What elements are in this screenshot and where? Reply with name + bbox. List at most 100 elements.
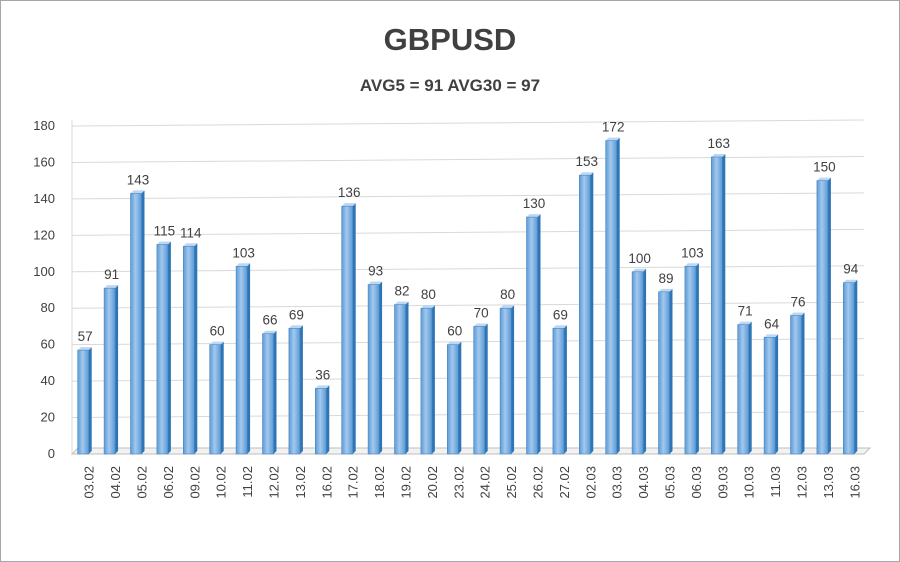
gridline	[71, 374, 865, 382]
x-tick-label: 12.03	[795, 466, 810, 499]
bar-front	[816, 180, 829, 455]
bar-top	[288, 325, 303, 329]
bar	[499, 305, 515, 455]
bar-side	[273, 330, 277, 454]
bar-side	[695, 263, 699, 454]
x-tick-label: 13.03	[821, 466, 836, 499]
x-tick-label: 12.02	[267, 466, 282, 499]
data-label: 80	[500, 287, 515, 302]
x-tick-label: 26.02	[531, 466, 546, 499]
bar-side	[827, 177, 831, 454]
data-label: 69	[289, 307, 304, 322]
bar-top	[209, 341, 224, 345]
bar-front	[631, 271, 644, 455]
bar-top	[156, 241, 171, 245]
bar-front	[658, 291, 670, 455]
bar-top	[658, 288, 673, 292]
x-tick-label: 02.03	[583, 466, 598, 499]
bar-front	[288, 327, 301, 455]
bar-side	[458, 341, 462, 454]
x-tick-label: 03.03	[610, 466, 625, 499]
data-label: 163	[708, 136, 731, 151]
data-label: 66	[262, 313, 277, 328]
bar-top	[130, 190, 145, 194]
bar-side	[616, 137, 620, 455]
data-label: 103	[681, 245, 704, 260]
bar-front	[420, 307, 433, 455]
bar-side	[669, 288, 673, 454]
gridline	[71, 411, 865, 419]
bar-side	[722, 153, 726, 454]
y-tick-label: 20	[41, 410, 55, 425]
bar-front	[314, 388, 327, 455]
chart-title: GBPUSD	[383, 22, 517, 57]
data-label: 82	[394, 284, 409, 299]
bar-front	[130, 193, 142, 455]
bar	[156, 241, 171, 455]
bar-top	[684, 263, 699, 267]
data-label: 93	[368, 264, 383, 279]
x-tick-label: 20.02	[425, 466, 440, 499]
bar-side	[352, 203, 356, 454]
x-tick-label: 16.03	[847, 466, 862, 499]
bar-side	[563, 325, 567, 454]
bar	[763, 334, 779, 455]
bar-side	[801, 312, 805, 454]
bar-side	[299, 325, 303, 454]
x-axis: 03.02 04.02 05.02 06.02 09.02 10.02 11.02 12.02…	[82, 466, 863, 499]
bar-front	[367, 284, 380, 455]
bar	[684, 263, 699, 455]
bar-series	[77, 137, 858, 455]
data-label: 91	[104, 267, 119, 282]
bar-front	[183, 245, 195, 455]
y-tick-label: 100	[33, 264, 55, 279]
data-label: 100	[628, 251, 651, 266]
bar-top	[500, 305, 515, 309]
bar-front	[790, 315, 802, 455]
gridline	[71, 301, 865, 309]
x-tick-label: 09.02	[187, 466, 202, 499]
gridline	[71, 155, 865, 163]
gridline	[71, 119, 865, 127]
bar	[605, 137, 620, 455]
bar	[526, 214, 541, 455]
data-label: 114	[180, 225, 202, 240]
bar-side	[431, 305, 435, 454]
bar-front	[499, 307, 512, 455]
bar	[737, 321, 752, 455]
bar-front	[77, 349, 89, 455]
bar-side	[775, 334, 779, 454]
bar	[341, 203, 356, 455]
bar-side	[511, 305, 515, 454]
gridline	[71, 338, 865, 346]
data-label: 143	[127, 172, 150, 187]
bar-top	[473, 323, 488, 327]
bar-top	[632, 268, 647, 272]
bar-front	[763, 337, 776, 455]
bar-front	[710, 156, 723, 455]
bar-front	[209, 344, 221, 455]
bar	[77, 347, 92, 455]
bar-front	[103, 287, 116, 455]
bar-side	[220, 341, 224, 454]
x-tick-label: 06.02	[161, 466, 176, 499]
bar-side	[405, 301, 409, 454]
bar-top	[605, 137, 620, 141]
bar-side	[590, 172, 594, 454]
bar-front	[578, 174, 591, 455]
bar-front	[156, 244, 169, 455]
bar-front	[341, 205, 354, 455]
x-tick-label: 13.02	[293, 466, 308, 499]
y-tick-label: 40	[41, 373, 55, 388]
bar	[314, 385, 330, 455]
data-label: 60	[447, 324, 462, 339]
bar-front	[446, 344, 459, 455]
bar-top	[711, 153, 726, 157]
gridline	[71, 192, 865, 200]
bar	[183, 243, 198, 455]
bar	[790, 312, 805, 455]
bar	[130, 190, 145, 455]
bar-top	[737, 321, 752, 325]
bar	[420, 305, 435, 455]
data-label: 136	[338, 185, 361, 200]
